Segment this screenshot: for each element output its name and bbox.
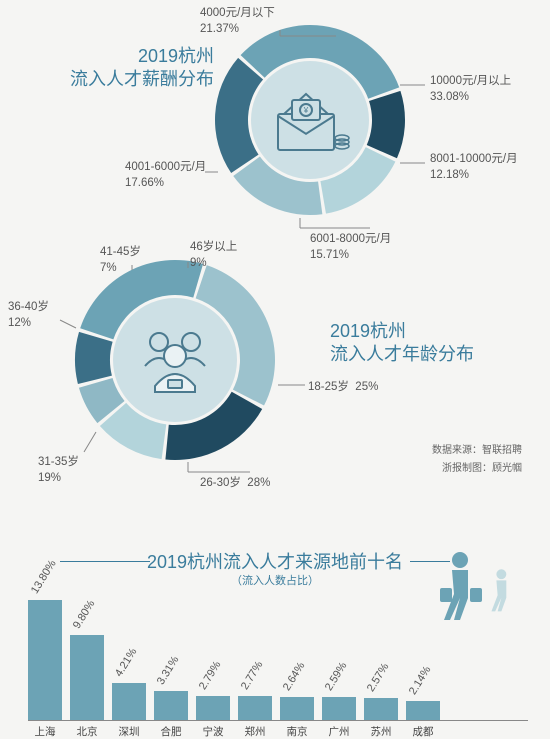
bar-column: 2.57%苏州: [364, 648, 398, 720]
bar: [322, 697, 356, 720]
bar-category-label: 北京: [70, 720, 104, 739]
bar-value-label: 2.59%: [323, 628, 370, 694]
donut-segment-label: 6001-8000元/月 15.71%: [310, 232, 391, 263]
age-chart-title: 2019杭州 流入人才年龄分布: [330, 320, 474, 367]
bar: [364, 698, 398, 720]
bar-category-label: 郑州: [238, 720, 272, 739]
bar-value-label: 3.31%: [155, 621, 202, 687]
donut-segment-label: 41-45岁 7%: [100, 245, 141, 276]
donut-segment-label: 18-25岁 25%: [308, 380, 378, 396]
credits-source: 数据来源：智联招聘: [432, 442, 522, 460]
bar-value-label: 9.80%: [71, 565, 118, 631]
bar-column: 2.64%南京: [280, 647, 314, 720]
bar-column: 2.14%成都: [406, 651, 440, 720]
bar: [28, 600, 62, 720]
bar-value-label: 4.21%: [113, 614, 160, 680]
donut-segment-label: 4001-6000元/月 17.66%: [125, 160, 206, 191]
bar-column: 2.79%宁波: [196, 646, 230, 720]
donut-segment-label: 46岁以上 9%: [190, 240, 237, 271]
bar: [196, 696, 230, 720]
bar-value-label: 13.80%: [29, 530, 76, 596]
bar-category-label: 深圳: [112, 720, 146, 739]
bar: [280, 697, 314, 720]
bar-column: 9.80%北京: [70, 585, 104, 720]
donut-segment-label: 31-35岁 19%: [38, 455, 79, 486]
donut-segment-label: 4000元/月以下 21.37%: [200, 6, 275, 37]
bar: [154, 691, 188, 720]
bar: [406, 701, 440, 720]
bar-value-label: 2.64%: [281, 627, 328, 693]
bar-category-label: 宁波: [196, 720, 230, 739]
bar-column: 4.21%深圳: [112, 633, 146, 720]
donut-segment-label: 8001-10000元/月 12.18%: [430, 152, 518, 183]
bar-value-label: 2.14%: [407, 632, 454, 698]
bar-category-label: 成都: [406, 720, 440, 739]
credits: 数据来源：智联招聘 浙报制图：顾光帼: [432, 442, 522, 478]
bar-chart: 13.80%上海9.80%北京4.21%深圳3.31%合肥2.79%宁波2.77…: [28, 536, 528, 721]
bar-category-label: 上海: [28, 720, 62, 739]
bar-column: 2.59%广州: [322, 647, 356, 720]
donut-segment-label: 10000元/月以上 33.08%: [430, 74, 511, 105]
bar-category-label: 苏州: [364, 720, 398, 739]
bar: [238, 696, 272, 720]
credits-author: 浙报制图：顾光帼: [432, 460, 522, 478]
bar-value-label: 2.57%: [365, 628, 412, 694]
bar-value-label: 2.79%: [197, 626, 244, 692]
bar-category-label: 广州: [322, 720, 356, 739]
bar: [70, 635, 104, 720]
donut-segment-label: 36-40岁 12%: [8, 300, 49, 331]
bar-column: 3.31%合肥: [154, 641, 188, 720]
bar-column: 13.80%上海: [28, 550, 62, 720]
bar-category-label: 合肥: [154, 720, 188, 739]
bar-category-label: 南京: [280, 720, 314, 739]
bar-column: 2.77%郑州: [238, 646, 272, 720]
bar: [112, 683, 146, 720]
bar-value-label: 2.77%: [239, 626, 286, 692]
donut-segment-label: 26-30岁 28%: [200, 476, 270, 492]
